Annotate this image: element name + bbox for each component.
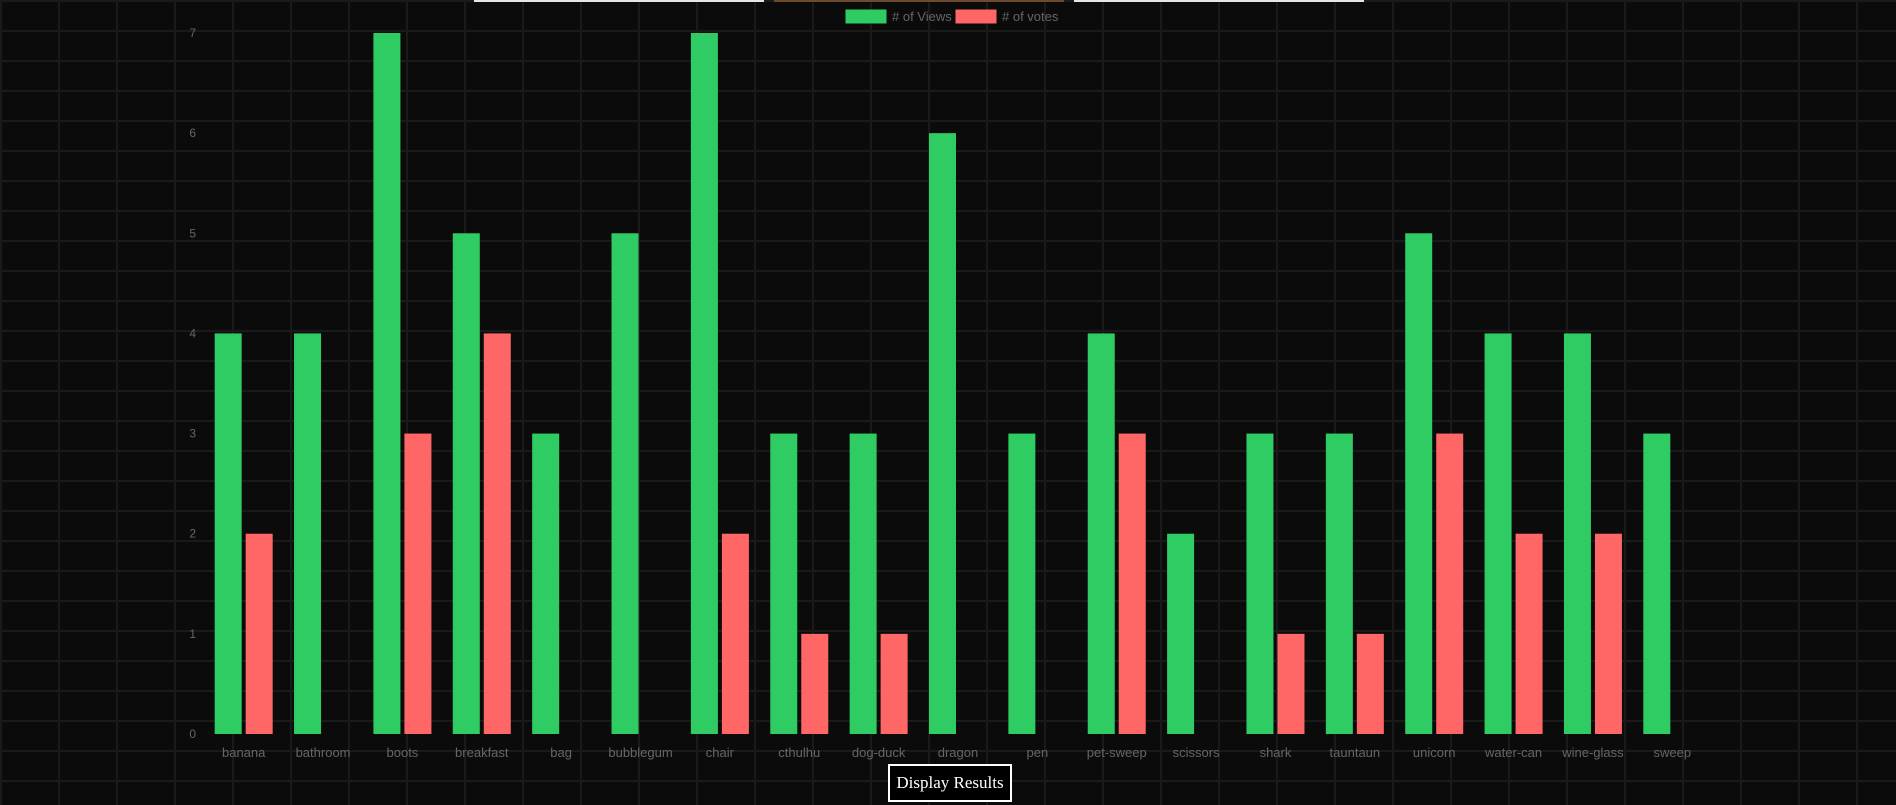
y-tick-label: 5 xyxy=(189,226,196,240)
bar-votes xyxy=(1118,433,1146,734)
bar-votes xyxy=(801,633,829,734)
y-tick-label: 6 xyxy=(189,126,196,140)
x-category-label: unicorn xyxy=(1413,745,1456,760)
x-category-label: chair xyxy=(706,745,735,760)
y-tick-label: 3 xyxy=(189,427,196,441)
top-divider-left xyxy=(474,0,764,2)
top-divider-center xyxy=(774,0,1064,2)
bar-views xyxy=(1643,433,1671,734)
bar-views xyxy=(611,233,639,735)
x-category-label: sweep xyxy=(1654,745,1692,760)
x-category-label: shark xyxy=(1260,745,1292,760)
bar-chart: # of Views # of votes 0 1 2 3 4 5 6 7 banana bathro… xyxy=(189,9,1692,760)
bar-votes xyxy=(245,533,273,734)
x-category-label: boots xyxy=(387,745,419,760)
x-category-label: bubblegum xyxy=(608,745,672,760)
bar-votes xyxy=(1277,633,1305,734)
legend-swatch[interactable] xyxy=(955,9,997,24)
bar-views xyxy=(1008,433,1036,734)
bar-views xyxy=(1087,333,1115,734)
bar-views xyxy=(929,133,956,735)
bar-votes xyxy=(1515,533,1543,734)
bar-views xyxy=(1167,533,1195,734)
bar-views xyxy=(294,333,322,734)
y-tick-label: 4 xyxy=(189,326,196,340)
bar-views xyxy=(1405,233,1433,735)
bar-votes xyxy=(483,333,511,734)
x-category-label: banana xyxy=(222,745,266,760)
legend-swatch[interactable] xyxy=(845,9,887,24)
top-divider-right xyxy=(1074,0,1364,2)
x-category-label: wine-glass xyxy=(1561,745,1624,760)
bar-views xyxy=(214,333,242,734)
x-category-label: breakfast xyxy=(455,745,509,760)
bar-views xyxy=(690,33,718,734)
bar-votes xyxy=(404,433,432,734)
bar-views xyxy=(1484,333,1512,734)
x-category-label: bag xyxy=(550,745,572,760)
x-category-label: pet-sweep xyxy=(1087,745,1147,760)
bar-views xyxy=(1325,433,1353,734)
y-tick-label: 1 xyxy=(189,627,196,641)
bar-views xyxy=(532,433,560,734)
display-results-button[interactable]: Display Results xyxy=(888,764,1012,802)
bar-votes xyxy=(721,533,749,734)
legend-label[interactable]: # of Views xyxy=(892,9,952,24)
y-tick-label: 7 xyxy=(189,26,196,40)
bar-votes xyxy=(1356,633,1384,734)
bar-votes xyxy=(1436,433,1464,734)
bar-views xyxy=(1246,433,1274,734)
x-category-label: scissors xyxy=(1173,745,1220,760)
bar-views xyxy=(373,33,401,734)
x-category-label: water-can xyxy=(1484,745,1542,760)
bar-views xyxy=(770,433,798,734)
x-category-label: pen xyxy=(1027,745,1049,760)
bar-votes xyxy=(880,633,908,734)
x-category-label: bathroom xyxy=(296,745,351,760)
legend-label[interactable]: # of votes xyxy=(1002,9,1059,24)
bar-views xyxy=(452,233,480,735)
y-tick-label: 0 xyxy=(189,727,196,741)
bar-views xyxy=(849,433,877,734)
y-tick-label: 2 xyxy=(189,527,196,541)
x-category-label: tauntaun xyxy=(1330,745,1381,760)
bar-views xyxy=(1563,333,1591,734)
bar-votes xyxy=(1594,533,1622,734)
x-category-label: cthulhu xyxy=(778,745,820,760)
x-category-label: dragon xyxy=(938,745,978,760)
x-category-label: dog-duck xyxy=(852,745,906,760)
